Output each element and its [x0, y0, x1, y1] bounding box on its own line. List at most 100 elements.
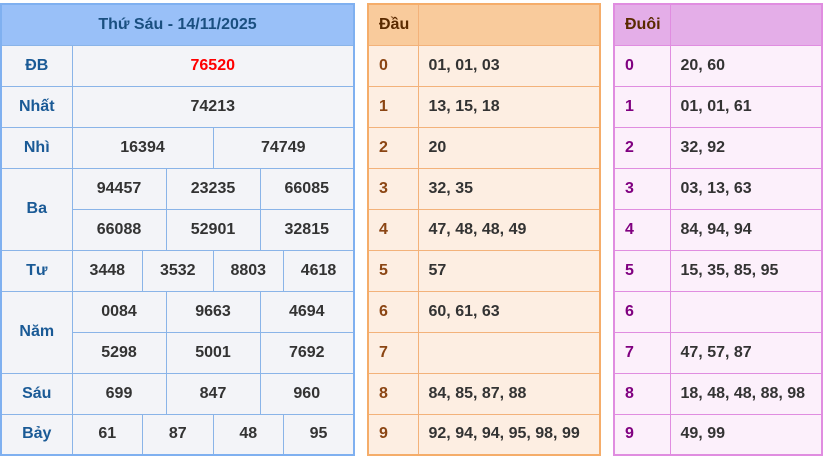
dau-row: 1 13, 15, 18 [367, 85, 601, 128]
duoi-digit: 4 [613, 208, 671, 251]
dau-values: 60, 61, 63 [417, 290, 601, 333]
prize-number: 48 [212, 413, 284, 456]
prize-row: Nhì 16394 74749 [0, 126, 355, 169]
prize-number: 61 [71, 413, 143, 456]
prize-number: 66085 [259, 167, 355, 210]
results-table: Thứ Sáu - 14/11/2025 ĐB 76520 Nhất 74213 Nhì… [0, 3, 355, 456]
duoi-digit: 7 [613, 331, 671, 374]
prize-number: 74749 [212, 126, 355, 169]
dau-digit: 3 [367, 167, 419, 210]
dau-row: 7 [367, 331, 601, 374]
prize-label: Sáu [0, 372, 73, 415]
duoi-values: 03, 13, 63 [669, 167, 823, 210]
duoi-header: Đuôi [613, 3, 671, 46]
dau-values: 13, 15, 18 [417, 85, 601, 128]
dau-values: 47, 48, 48, 49 [417, 208, 601, 251]
dau-digit: 2 [367, 126, 419, 169]
duoi-digit: 5 [613, 249, 671, 292]
duoi-values: 18, 48, 48, 88, 98 [669, 372, 823, 415]
dau-values [417, 331, 601, 374]
duoi-row: 5 15, 35, 85, 95 [613, 249, 823, 292]
dau-values: 20 [417, 126, 601, 169]
prize-number: 7692 [259, 331, 355, 374]
prize-row: Nhất 74213 [0, 85, 355, 128]
dau-row: 0 01, 01, 03 [367, 44, 601, 87]
duoi-row: 2 32, 92 [613, 126, 823, 169]
dau-values: 32, 35 [417, 167, 601, 210]
duoi-values: 01, 01, 61 [669, 85, 823, 128]
prize-number: 960 [259, 372, 355, 415]
prize-number: 76520 [71, 44, 355, 87]
prize-number: 74213 [71, 85, 355, 128]
results-title: Thứ Sáu - 14/11/2025 [0, 3, 355, 46]
prize-number: 5298 [71, 331, 167, 374]
dau-values: 84, 85, 87, 88 [417, 372, 601, 415]
prize-row: 66088 52901 32815 [1, 208, 355, 251]
duoi-digit: 0 [613, 44, 671, 87]
dau-header: Đầu [367, 3, 419, 46]
dau-digit: 7 [367, 331, 419, 374]
duoi-row: 3 03, 13, 63 [613, 167, 823, 210]
prize-number: 4618 [283, 249, 355, 292]
duoi-values [669, 290, 823, 333]
prize-row: Bảy 61 87 48 95 [0, 413, 355, 456]
prize-number: 87 [142, 413, 214, 456]
dau-digit: 6 [367, 290, 419, 333]
duoi-row: 6 [613, 290, 823, 333]
prize-number: 9663 [165, 290, 261, 333]
duoi-values: 49, 99 [669, 413, 823, 456]
prize-number: 699 [71, 372, 167, 415]
dau-row: 9 92, 94, 94, 95, 98, 99 [367, 413, 601, 456]
dau-digit: 1 [367, 85, 419, 128]
prize-number: 16394 [71, 126, 214, 169]
prize-number: 52901 [165, 208, 261, 251]
dau-digit: 5 [367, 249, 419, 292]
duoi-digit: 6 [613, 290, 671, 333]
prize-number: 94457 [71, 167, 167, 210]
prize-label: ĐB [0, 44, 73, 87]
prize-number: 23235 [165, 167, 261, 210]
dau-digit: 8 [367, 372, 419, 415]
dau-table: Đầu 0 01, 01, 03 1 13, 15, 18 2 20 3 32, 35 4 47,… [367, 3, 601, 456]
prize-row: 5298 5001 7692 [1, 331, 355, 374]
prize-number: 3448 [71, 249, 143, 292]
duoi-values: 20, 60 [669, 44, 823, 87]
prize-label: Nhì [0, 126, 73, 169]
duoi-digit: 1 [613, 85, 671, 128]
duoi-row: 8 18, 48, 48, 88, 98 [613, 372, 823, 415]
prize-number: 4694 [259, 290, 355, 333]
dau-row: 5 57 [367, 249, 601, 292]
dau-values: 01, 01, 03 [417, 44, 601, 87]
prize-label: Bảy [0, 413, 73, 456]
duoi-row: 4 84, 94, 94 [613, 208, 823, 251]
duoi-values: 84, 94, 94 [669, 208, 823, 251]
dau-digit: 0 [367, 44, 419, 87]
prize-number: 3532 [142, 249, 214, 292]
prize-label: Năm [0, 290, 73, 374]
dau-row: 2 20 [367, 126, 601, 169]
prize-label: Ba [0, 167, 73, 251]
prize-row: Năm 0084 9663 4694 [0, 290, 355, 374]
prize-label: Tư [0, 249, 73, 292]
prize-row: Tư 3448 3532 8803 4618 [0, 249, 355, 292]
prize-row: Sáu 699 847 960 [0, 372, 355, 415]
dau-digit: 9 [367, 413, 419, 456]
duoi-digit: 3 [613, 167, 671, 210]
dau-values: 57 [417, 249, 601, 292]
prize-number: 847 [165, 372, 261, 415]
prize-number: 95 [283, 413, 355, 456]
prize-row: Ba 94457 23235 66085 [0, 167, 355, 251]
duoi-values: 15, 35, 85, 95 [669, 249, 823, 292]
duoi-row: 1 01, 01, 61 [613, 85, 823, 128]
prize-number: 8803 [212, 249, 284, 292]
duoi-row: 9 49, 99 [613, 413, 823, 456]
prize-number: 5001 [165, 331, 261, 374]
duoi-values: 32, 92 [669, 126, 823, 169]
duoi-row: 0 20, 60 [613, 44, 823, 87]
prize-number: 32815 [259, 208, 355, 251]
prize-number: 66088 [71, 208, 167, 251]
prize-row: ĐB 76520 [0, 44, 355, 87]
dau-row: 3 32, 35 [367, 167, 601, 210]
duoi-digit: 2 [613, 126, 671, 169]
prize-label: Nhất [0, 85, 73, 128]
